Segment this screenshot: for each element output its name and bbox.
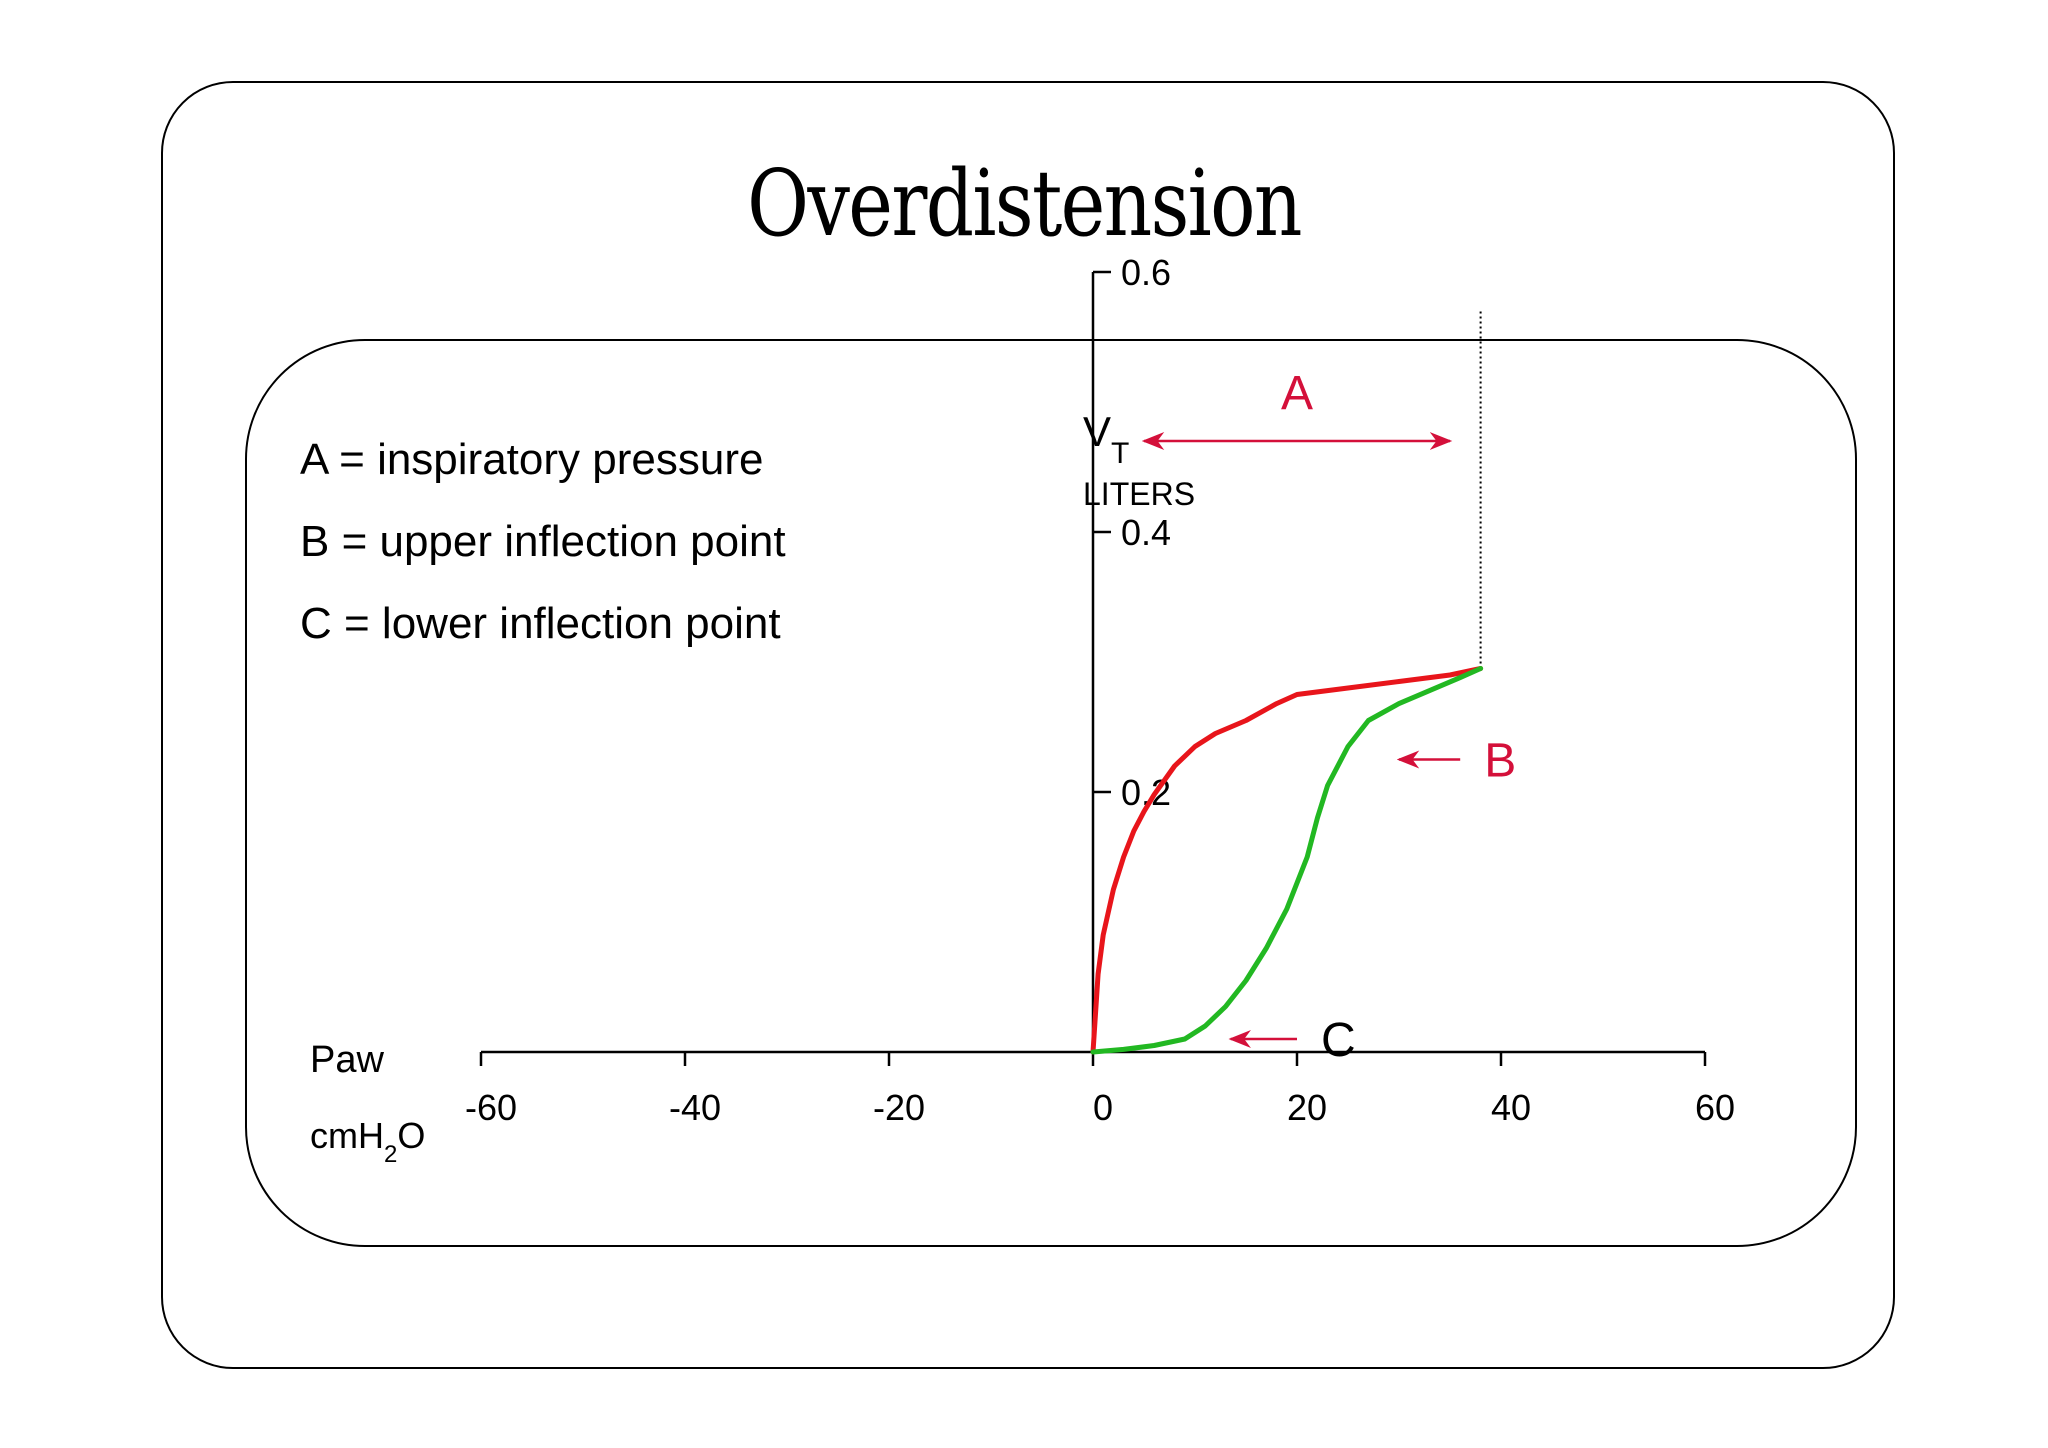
x-tick-label: 60 — [1695, 1087, 1735, 1128]
y-tick-label: 0.6 — [1121, 252, 1171, 293]
series-line-expiration — [1090, 666, 1484, 1055]
annotation-label-a: A — [1281, 367, 1313, 420]
chart-panel — [245, 339, 1857, 1247]
x-tick-label: -20 — [873, 1087, 925, 1128]
x-tick-label: -40 — [669, 1087, 721, 1128]
slide-frame — [161, 81, 1895, 1369]
y-axis-unit: LITERS — [1083, 476, 1195, 512]
series-line-inspiration — [1090, 666, 1484, 1055]
legend-item-b: B = upper inflection point — [300, 517, 786, 566]
x-tick-label: 20 — [1287, 1087, 1327, 1128]
legend: A = inspiratory pressure B = upper infle… — [300, 430, 786, 676]
annotation-label-b: B — [1484, 735, 1516, 788]
x-axis-label: Paw — [310, 1039, 384, 1081]
x-tick-label: 0 — [1093, 1087, 1113, 1128]
y-axis-label: VT — [1083, 408, 1129, 470]
slide-title: Overdistension — [747, 150, 1302, 257]
x-tick-label: 40 — [1491, 1087, 1531, 1128]
y-tick-label: 0.4 — [1121, 512, 1171, 553]
x-axis-unit: cmH2O — [310, 1115, 425, 1168]
legend-item-a: A = inspiratory pressure — [300, 435, 764, 484]
legend-item-c: C = lower inflection point — [300, 599, 781, 648]
x-tick-label: -60 — [465, 1087, 517, 1128]
annotation-label-c: C — [1321, 1014, 1356, 1067]
